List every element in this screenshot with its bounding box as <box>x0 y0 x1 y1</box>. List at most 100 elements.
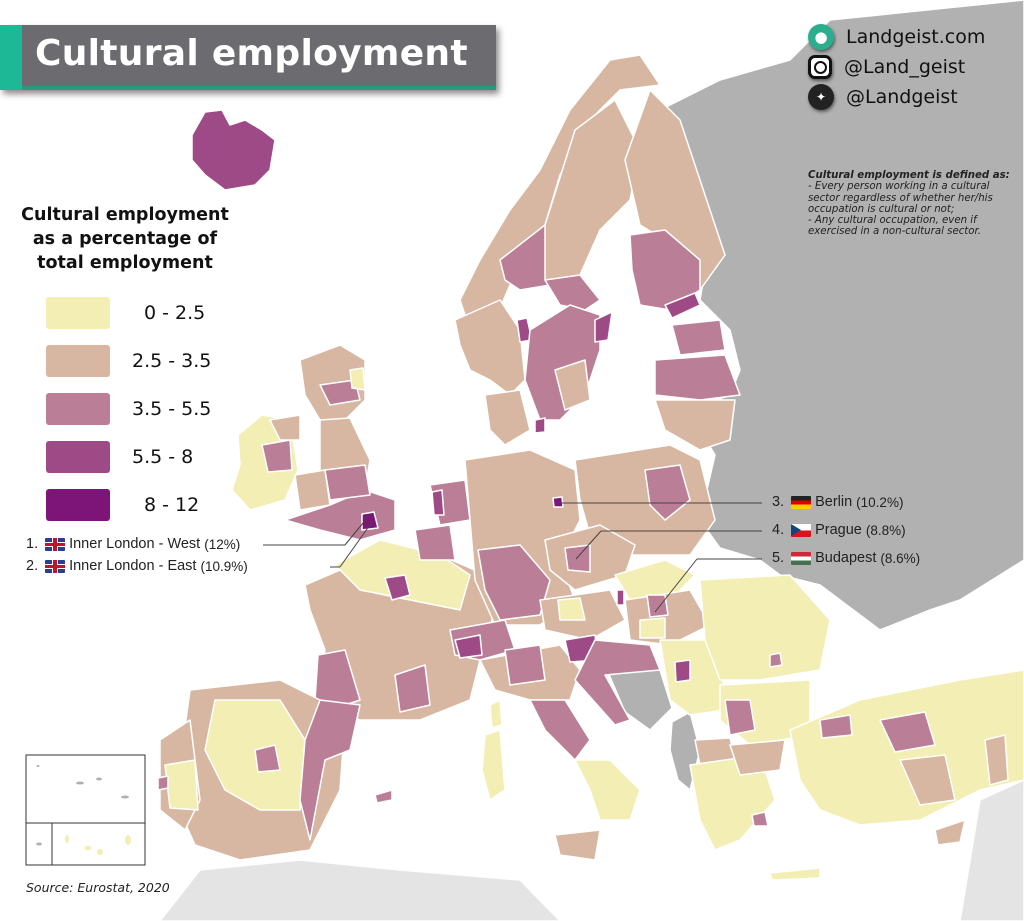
region-name: Inner London - West <box>69 536 201 552</box>
lisbon <box>157 775 169 791</box>
middle-east <box>959 779 1024 921</box>
warsaw <box>644 464 691 521</box>
north-africa <box>159 859 561 921</box>
title-underline <box>22 86 496 90</box>
denmark <box>484 389 531 446</box>
twitter-label: @Landgeist <box>846 86 958 108</box>
sweden-central <box>544 274 601 311</box>
budapest <box>646 594 669 618</box>
scotland-ne <box>349 367 366 391</box>
finland-north <box>624 89 726 291</box>
cyprus <box>934 819 966 846</box>
madrid <box>254 744 281 773</box>
hungary-south <box>639 617 666 639</box>
legend: 0 - 2.5 2.5 - 3.5 3.5 - 5.5 5.5 - 8 8 - … <box>46 289 242 529</box>
rank-number: 4. <box>772 522 785 538</box>
berlin <box>552 496 564 508</box>
rank-number: 3. <box>772 494 785 510</box>
switzerland-lemanic <box>454 634 483 659</box>
turkey-east <box>984 734 1009 786</box>
title-accent-bar <box>0 25 22 90</box>
definition-line-1: - Every person working in a cultural sec… <box>808 181 993 215</box>
athens <box>751 811 769 827</box>
prague <box>564 544 591 573</box>
legend-swatch <box>46 393 110 425</box>
rank-number: 1. <box>26 536 39 552</box>
wales <box>294 469 331 511</box>
region-value: (10.9%) <box>200 558 248 574</box>
austria-west <box>557 597 586 621</box>
croatia <box>574 639 661 726</box>
belgrade <box>674 659 691 683</box>
paris <box>384 574 411 601</box>
legend-label: 3.5 - 5.5 <box>132 398 212 420</box>
region-name: Prague <box>815 522 862 538</box>
germany-flag-icon <box>791 495 812 509</box>
uk-flag-icon <box>45 537 66 551</box>
legend-label: 0 - 2.5 <box>144 302 206 324</box>
region-value: (8.6%) <box>880 550 921 566</box>
bucharest <box>769 652 783 668</box>
latvia <box>654 354 741 401</box>
vienna <box>616 589 625 606</box>
belgium <box>414 524 456 561</box>
legend-label: 5.5 - 8 <box>132 446 194 468</box>
definition-note: Cultural employment is defined as: - Eve… <box>808 170 1020 238</box>
website-link[interactable]: ● Landgeist.com <box>808 22 985 52</box>
legend-label: 8 - 12 <box>144 494 200 516</box>
region-value: (12%) <box>204 536 241 552</box>
england-midlands <box>324 464 371 501</box>
ranking-1: 1. Inner London - West (12%) <box>26 536 240 552</box>
france-south <box>394 664 431 713</box>
greece-north <box>729 739 786 776</box>
turkey-central <box>899 754 956 806</box>
ireland-east <box>261 439 293 473</box>
iceland <box>191 109 276 191</box>
legend-swatch <box>46 489 110 521</box>
legend-item: 2.5 - 3.5 <box>46 337 242 385</box>
estonia <box>671 319 726 356</box>
istanbul <box>819 714 853 739</box>
ankara <box>879 711 936 753</box>
ranking-3: 3. Berlin (10.2%) <box>772 494 903 510</box>
russia-region <box>659 0 1024 631</box>
title-banner: Cultural employment <box>0 25 496 90</box>
corsica <box>489 699 503 729</box>
legend-label: 2.5 - 3.5 <box>132 350 212 372</box>
instagram-link[interactable]: @Land_geist <box>808 52 985 82</box>
legend-swatch <box>46 345 110 377</box>
scotland-central <box>319 379 361 406</box>
sofia <box>724 699 756 736</box>
uk-flag-icon <box>45 559 66 573</box>
czechia-flag-icon <box>791 523 812 537</box>
hungary-flag-icon <box>791 551 812 565</box>
globe-icon: ● <box>808 24 834 50</box>
legend-item: 8 - 12 <box>46 481 242 529</box>
region-value: (8.8%) <box>865 522 906 538</box>
legend-item: 5.5 - 8 <box>46 433 242 481</box>
sicily <box>554 829 601 861</box>
legend-title: Cultural employment as a percentage of t… <box>21 205 229 273</box>
rank-number: 2. <box>26 558 39 574</box>
catalonia <box>299 699 361 841</box>
legend-item: 3.5 - 5.5 <box>46 385 242 433</box>
sweden-smaland <box>554 359 591 411</box>
rank-number: 5. <box>772 550 785 566</box>
northern-ireland <box>269 414 301 441</box>
italy-lombardy <box>504 644 546 686</box>
legend-swatch <box>46 441 110 473</box>
ranking-5: 5. Budapest (8.6%) <box>772 550 920 566</box>
crete <box>769 867 821 881</box>
romania <box>699 574 831 681</box>
ranking-4: 4. Prague (8.8%) <box>772 522 906 538</box>
balearic <box>374 789 393 804</box>
page-title: Cultural employment <box>35 33 468 74</box>
lithuania <box>654 399 736 451</box>
portugal-central <box>164 759 199 811</box>
germany-west <box>477 544 551 621</box>
helsinki <box>664 292 701 319</box>
twitter-icon: ✦ <box>808 84 834 110</box>
sardinia <box>481 729 506 801</box>
twitter-link[interactable]: ✦ @Landgeist <box>808 82 985 112</box>
